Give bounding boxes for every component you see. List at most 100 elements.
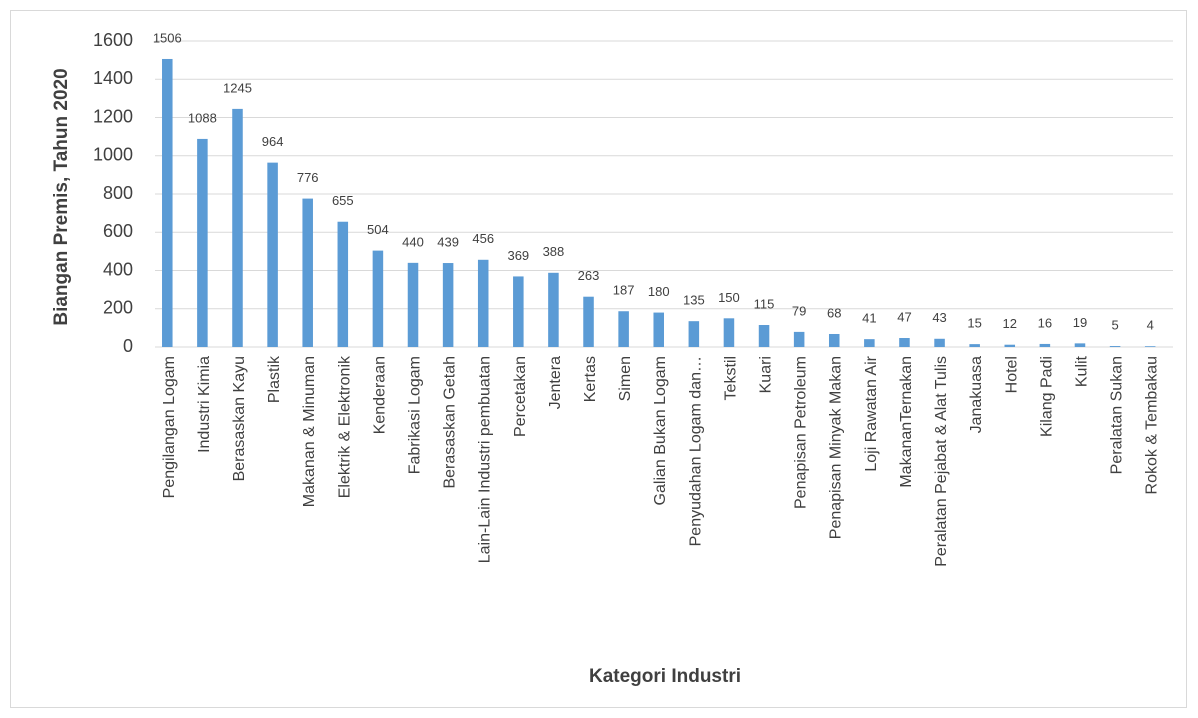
bar [1039,343,1051,347]
chart-border [10,10,1187,708]
x-tick-label: Jentera [547,356,564,409]
x-tick-label: Industri Kimia [196,356,213,453]
x-tick-label: Hotel [1003,356,1020,393]
x-tick-label: Peralatan Sukan [1109,356,1126,474]
x-tick-label: MakananTernakan [898,356,915,488]
x-tick-label: Penapisan Petroleum [793,356,810,509]
bar [442,263,454,347]
y-tick-label: 200 [103,298,133,318]
x-tick-label: Fabrikasi Logam [406,356,423,474]
bar [758,325,770,347]
data-label: 439 [437,234,459,249]
data-label: 5 [1111,317,1118,332]
bar [302,198,313,347]
x-tick-label: Simen [617,356,634,401]
data-label: 655 [332,193,354,208]
data-label: 68 [827,305,841,320]
x-tick-label: Lain-Lain Industri pembuatan [477,356,494,563]
data-label: 43 [932,310,946,325]
x-tick-label: Percetakan [512,356,529,437]
x-tick-label: Berasaskan Getah [442,356,459,489]
bar [477,259,489,347]
bar [653,312,664,347]
bar [618,311,629,347]
data-label: 776 [297,170,319,185]
x-tick-label: Kilang Padi [1038,356,1055,437]
bar [723,318,735,347]
y-axis-title: Biangan Premis, Tahun 2020 [51,68,72,325]
y-tick-label: 1400 [93,68,133,88]
bar [969,344,980,347]
x-tick-label: Kuari [758,356,775,393]
data-label: 47 [897,309,911,324]
data-label: 12 [1003,316,1017,331]
data-label: 187 [613,283,635,298]
bar [232,108,243,347]
data-label: 388 [543,244,565,259]
y-tick-label: 1000 [93,145,133,165]
bar [372,250,384,347]
x-tick-label: Kulit [1073,355,1090,387]
x-tick-label: Penapisan Minyak Makan [828,356,845,539]
y-tick-label: 0 [123,336,133,356]
data-label: 41 [862,311,876,326]
bar [267,162,278,347]
bar [1074,343,1086,347]
data-label: 263 [578,268,600,283]
data-label: 180 [648,284,670,299]
bar [1004,344,1016,347]
x-tick-label: Makanan & Minuman [301,356,318,507]
x-tick-label: Loji Rawatan Air [863,355,880,471]
y-tick-label: 1200 [93,106,133,126]
x-tick-label: Rokok & Tembakau [1144,356,1161,494]
y-tick-label: 600 [103,221,133,241]
y-tick-label: 1600 [93,30,133,50]
x-tick-label: Janakuasa [968,356,985,433]
data-label: 15 [967,316,981,331]
y-tick-label: 400 [103,259,133,279]
data-label: 4 [1147,318,1154,333]
bar [197,138,208,347]
data-label: 504 [367,222,389,237]
x-tick-label: Kertas [582,356,599,402]
bar [934,338,945,347]
x-tick-label: Pengilangan Logam [161,356,178,498]
data-label: 964 [262,134,284,149]
x-tick-label: Penyudahan Logam dan… [687,356,704,546]
data-label: 135 [683,293,705,308]
data-label: 79 [792,303,806,318]
data-label: 369 [507,248,529,263]
data-label: 115 [754,296,775,311]
bar [899,338,910,347]
x-tick-label: Tekstil [722,356,739,400]
y-tick-label: 800 [103,183,133,203]
bar [1144,346,1156,347]
bar [513,276,524,347]
data-label: 1088 [188,110,217,125]
bar [1109,346,1121,347]
data-label: 19 [1073,315,1087,330]
x-tick-label: Peralatan Pejabat & Alat Tulis [933,356,950,567]
x-tick-label: Plastik [266,355,283,403]
data-label: 1245 [223,80,252,95]
bar [864,339,875,347]
bar [828,333,840,347]
bar [162,58,173,347]
data-label: 456 [472,231,494,246]
x-axis-title: Kategori Industri [589,666,741,687]
bar [793,331,805,347]
x-tick-label: Berasaskan Kayu [231,356,248,481]
x-tick-label: Kenderaan [371,356,388,434]
data-label: 16 [1038,315,1052,330]
bar [688,321,700,347]
bar [548,272,559,347]
bar [407,262,419,347]
bar [337,221,349,347]
data-label: 1506 [153,30,182,45]
bar [583,296,594,347]
data-label: 440 [402,234,424,249]
data-label: 150 [718,290,740,305]
x-tick-label: Elektrik & Elektronik [336,355,353,498]
x-tick-label: Galian Bukan Logam [652,356,669,505]
